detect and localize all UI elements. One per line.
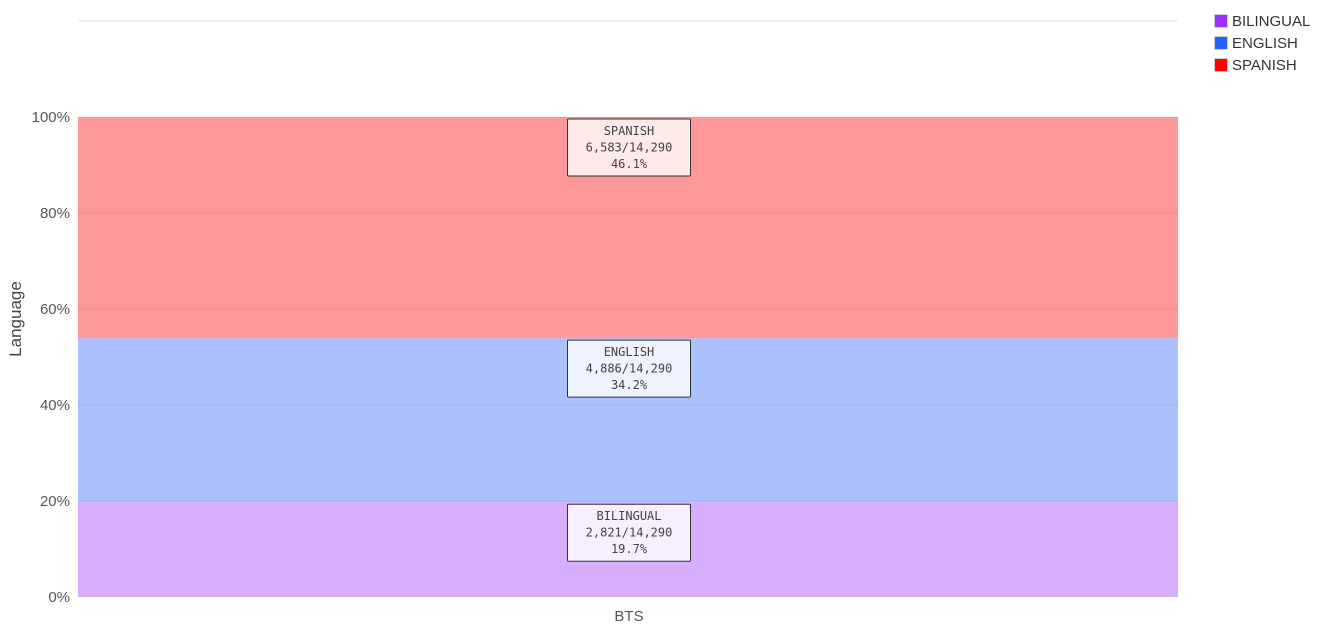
legend-item-english[interactable]: ENGLISH <box>1214 32 1310 54</box>
legend: BILINGUAL ENGLISH SPANISH <box>1214 10 1310 76</box>
y-tick-label: 80% <box>40 205 70 222</box>
legend-item-spanish[interactable]: SPANISH <box>1214 54 1310 76</box>
data-label-box <box>567 118 691 177</box>
y-tick-label: 40% <box>40 397 70 414</box>
legend-swatch-english <box>1214 36 1228 50</box>
data-label-box <box>567 339 691 398</box>
legend-swatch-bilingual <box>1214 14 1228 28</box>
y-tick-label: 20% <box>40 493 70 510</box>
legend-label-bilingual: BILINGUAL <box>1232 12 1311 30</box>
data-label-box <box>567 503 691 562</box>
y-axis-title: Language <box>6 281 25 357</box>
legend-swatch-spanish <box>1214 58 1228 72</box>
data-label-line: 34.2% <box>611 378 648 392</box>
data-label-line: 6,583/14,290 <box>586 141 673 155</box>
data-label-english: ENGLISH 4,886/14,290 34.2% <box>567 339 691 398</box>
legend-label-spanish: SPANISH <box>1232 56 1297 74</box>
y-tick-label: 60% <box>40 301 70 318</box>
legend-item-bilingual[interactable]: BILINGUAL <box>1214 10 1310 32</box>
data-label-line: 2,821/14,290 <box>586 526 673 540</box>
data-label-line: ENGLISH <box>604 345 655 359</box>
data-label-bilingual: BILINGUAL 2,821/14,290 19.7% <box>567 503 691 562</box>
data-label-spanish: SPANISH 6,583/14,290 46.1% <box>567 118 691 177</box>
y-tick-label: 0% <box>48 589 70 606</box>
y-tick-label: 100% <box>32 109 70 126</box>
data-label-line: SPANISH <box>604 124 655 138</box>
x-tick-label: BTS <box>614 608 643 625</box>
data-label-line: 4,886/14,290 <box>586 362 673 376</box>
legend-label-english: ENGLISH <box>1232 34 1298 52</box>
data-label-line: BILINGUAL <box>596 509 661 523</box>
data-label-line: 19.7% <box>611 542 648 556</box>
data-label-line: 46.1% <box>611 157 648 171</box>
